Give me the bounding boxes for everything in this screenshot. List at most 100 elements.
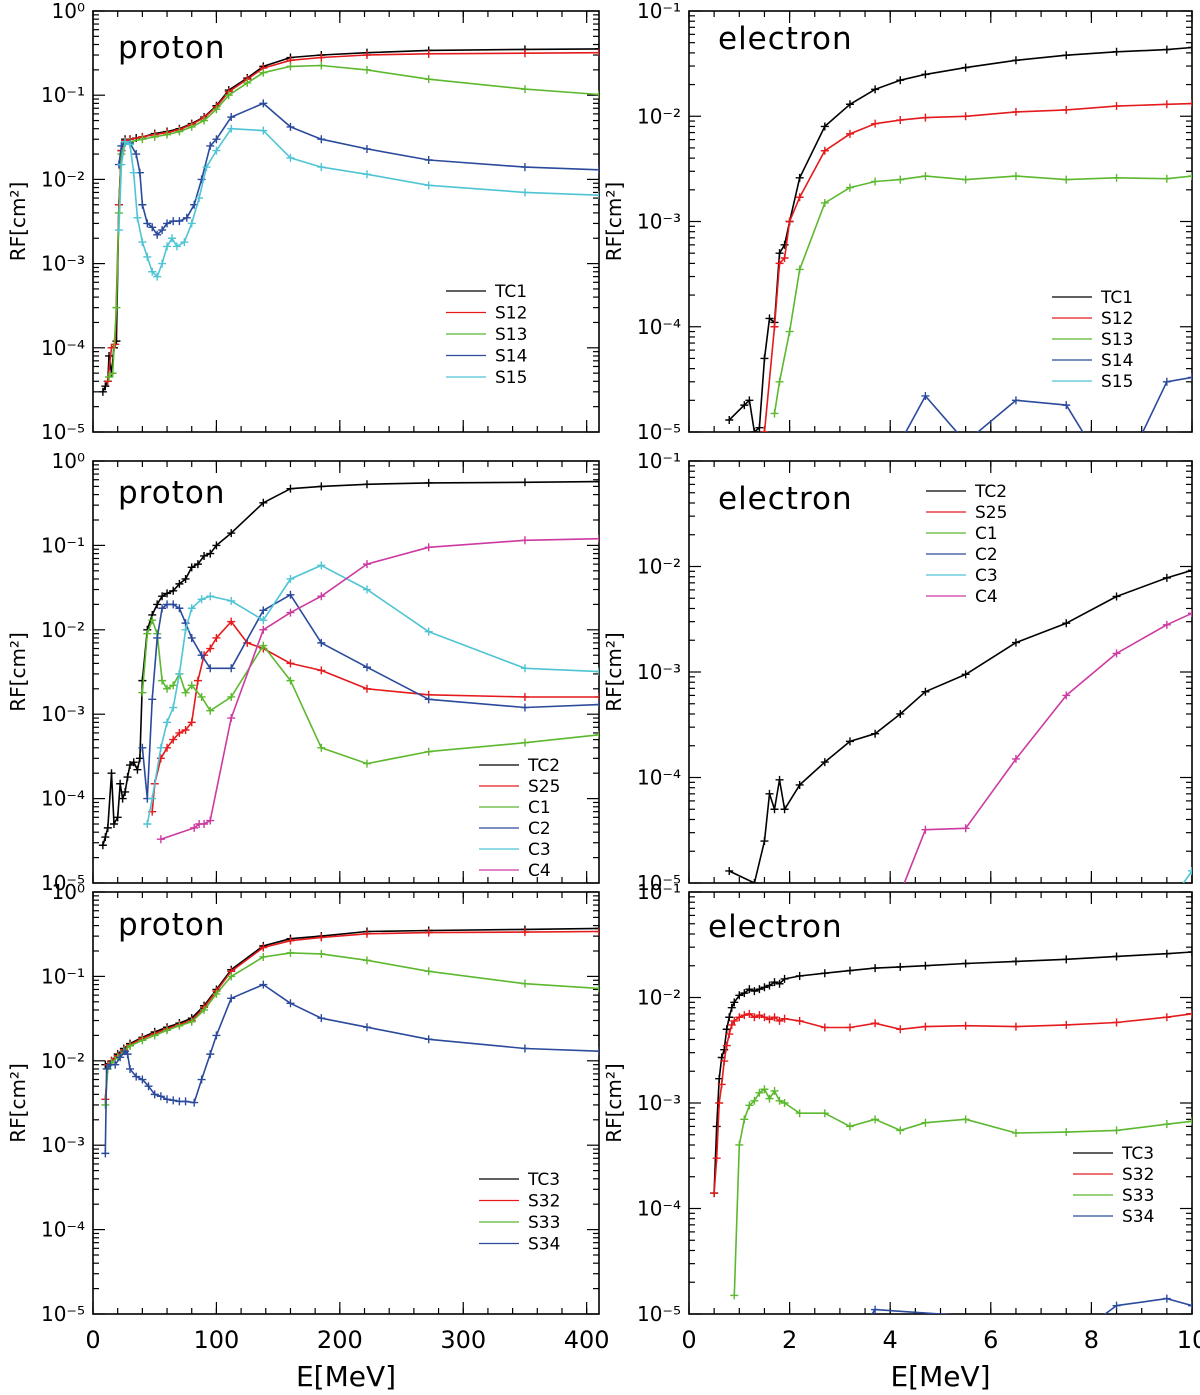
legend-label: S14 [495, 347, 527, 367]
data-point [845, 183, 854, 192]
data-point [715, 1099, 724, 1107]
data-point [520, 692, 529, 701]
data-point [169, 600, 178, 609]
data-point [921, 172, 930, 181]
data-point [921, 1022, 930, 1031]
data-point [103, 377, 112, 386]
data-point [259, 616, 268, 625]
data-point [227, 596, 236, 605]
data-point [227, 664, 236, 673]
data-point [187, 1017, 196, 1026]
data-point [1062, 105, 1071, 114]
series-line [141, 593, 599, 800]
data-point [896, 1126, 905, 1135]
y-tick-label: 10⁰ [52, 449, 85, 473]
data-point [158, 226, 167, 235]
legend-label: C3 [975, 566, 998, 586]
data-point [317, 949, 326, 958]
series-line [761, 102, 1192, 432]
data-point [138, 238, 147, 247]
chart-panel-4: 10⁻⁵ 10⁻⁴ 10⁻³ 10⁻² 10⁻¹ RF[cm²] electron TC2S2… [602, 449, 1193, 895]
data-point [153, 633, 162, 642]
data-point [102, 1064, 111, 1073]
data-point [187, 219, 196, 228]
series-s12 [760, 99, 1192, 432]
series-tc3 [101, 924, 599, 1069]
data-point [845, 1023, 854, 1032]
data-point [765, 789, 774, 798]
data-point [105, 373, 114, 381]
data-point [108, 369, 117, 378]
data-point [760, 1085, 769, 1094]
series-line [146, 564, 599, 825]
data-point [780, 974, 789, 983]
plot-area [710, 947, 1192, 1314]
series-c3 [1182, 866, 1192, 883]
panel-title: electron [708, 909, 843, 945]
data-point [750, 1096, 759, 1105]
data-point [286, 936, 295, 945]
data-point [169, 703, 178, 712]
y-axis-title: RF[cm²] [602, 1063, 626, 1143]
x-tick-label: 4 [883, 1326, 898, 1354]
data-point [148, 616, 157, 625]
legend-label: S25 [975, 503, 1007, 523]
data-point [158, 604, 167, 613]
data-point [795, 971, 804, 980]
y-tick-label: 10⁰ [52, 0, 85, 23]
data-point [105, 351, 114, 360]
data-point [362, 170, 371, 179]
data-point [259, 952, 268, 961]
data-point [795, 265, 804, 274]
legend-label: S12 [495, 304, 527, 324]
data-point [845, 966, 854, 975]
data-point [1011, 638, 1020, 647]
data-point [896, 438, 904, 446]
series-line [904, 376, 1192, 432]
data-point [775, 377, 784, 386]
data-point [138, 1075, 147, 1084]
x-tick-label: 8 [1084, 1326, 1099, 1354]
data-point [820, 122, 829, 131]
data-point [727, 1003, 736, 1012]
y-tick-label: 10⁻⁵ [637, 420, 681, 444]
data-point [190, 823, 199, 832]
series-s14 [114, 99, 599, 239]
y-tick-label: 10⁻³ [41, 702, 85, 726]
data-point [193, 560, 202, 569]
data-point [1162, 573, 1171, 582]
data-point [181, 688, 190, 697]
series-s13 [770, 172, 1192, 418]
data-point [259, 99, 268, 108]
data-point [1188, 947, 1192, 956]
chart-panel-6: 10⁻⁵ 10⁻⁴ 10⁻³ 10⁻² 10⁻¹ 0 2 4 6 8 10 RF[cm²] E[MeV]… [602, 880, 1200, 1393]
data-point [169, 586, 178, 595]
data-point [112, 303, 121, 312]
data-point [722, 1041, 731, 1050]
legend-label: S14 [1101, 351, 1133, 371]
data-point [785, 217, 794, 226]
data-point [710, 1189, 719, 1198]
data-point [1188, 609, 1192, 618]
data-point [1062, 51, 1071, 60]
series-s25 [148, 617, 599, 816]
data-point [187, 633, 196, 642]
data-point [424, 181, 433, 190]
data-point [187, 122, 196, 131]
data-point [845, 737, 854, 746]
data-point [117, 160, 126, 169]
x-tick-label: 300 [440, 1326, 486, 1354]
data-point [286, 948, 295, 957]
data-point [259, 980, 268, 989]
data-point [750, 879, 759, 883]
data-point [755, 1011, 764, 1020]
data-point [212, 146, 221, 155]
data-point [424, 928, 433, 937]
legend-label: TC3 [1121, 1144, 1154, 1164]
data-point [227, 994, 236, 1003]
data-point [1112, 1301, 1121, 1310]
x-axis-title: E[MeV] [296, 1360, 396, 1393]
legend-label: S33 [1122, 1186, 1154, 1206]
data-point [1011, 107, 1020, 116]
